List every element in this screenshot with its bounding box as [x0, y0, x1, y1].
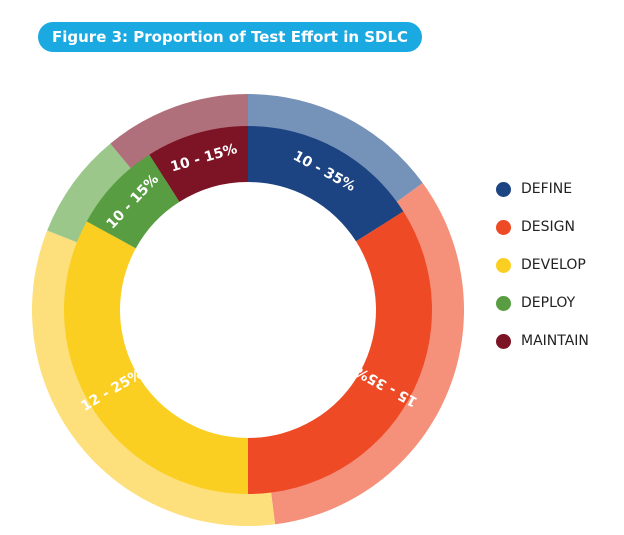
outer-slice-deploy: [47, 143, 150, 253]
legend-item-develop: DEVELOP: [496, 246, 589, 284]
inner-slice-develop: [64, 221, 248, 494]
legend-swatch: [496, 181, 511, 197]
inner-slice-maintain: [149, 126, 248, 202]
legend-swatch: [496, 295, 511, 311]
inner-slice-define: [248, 126, 404, 242]
legend-label: MAINTAIN: [521, 333, 589, 349]
legend-label: DEFINE: [521, 181, 573, 197]
figure-title: Figure 3: Proportion of Test Effort in S…: [38, 22, 423, 52]
legend-label: DEVELOP: [521, 257, 586, 273]
inner-slice-design: [248, 211, 432, 494]
legend-label: DESIGN: [521, 219, 575, 235]
legend-swatch: [496, 333, 511, 349]
legend-label: DEPLOY: [521, 295, 576, 311]
inner-slice-deploy: [86, 154, 180, 249]
legend-item-design: DESIGN: [496, 208, 589, 246]
legend-swatch: [496, 219, 511, 235]
legend-item-maintain: MAINTAIN: [496, 322, 589, 360]
legend: DEFINE DESIGN DEVELOP DEPLOY MAINTAIN: [496, 170, 589, 360]
legend-item-define: DEFINE: [496, 170, 589, 208]
inner-ring: [64, 126, 432, 494]
legend-item-deploy: DEPLOY: [496, 284, 589, 322]
legend-swatch: [496, 257, 511, 273]
